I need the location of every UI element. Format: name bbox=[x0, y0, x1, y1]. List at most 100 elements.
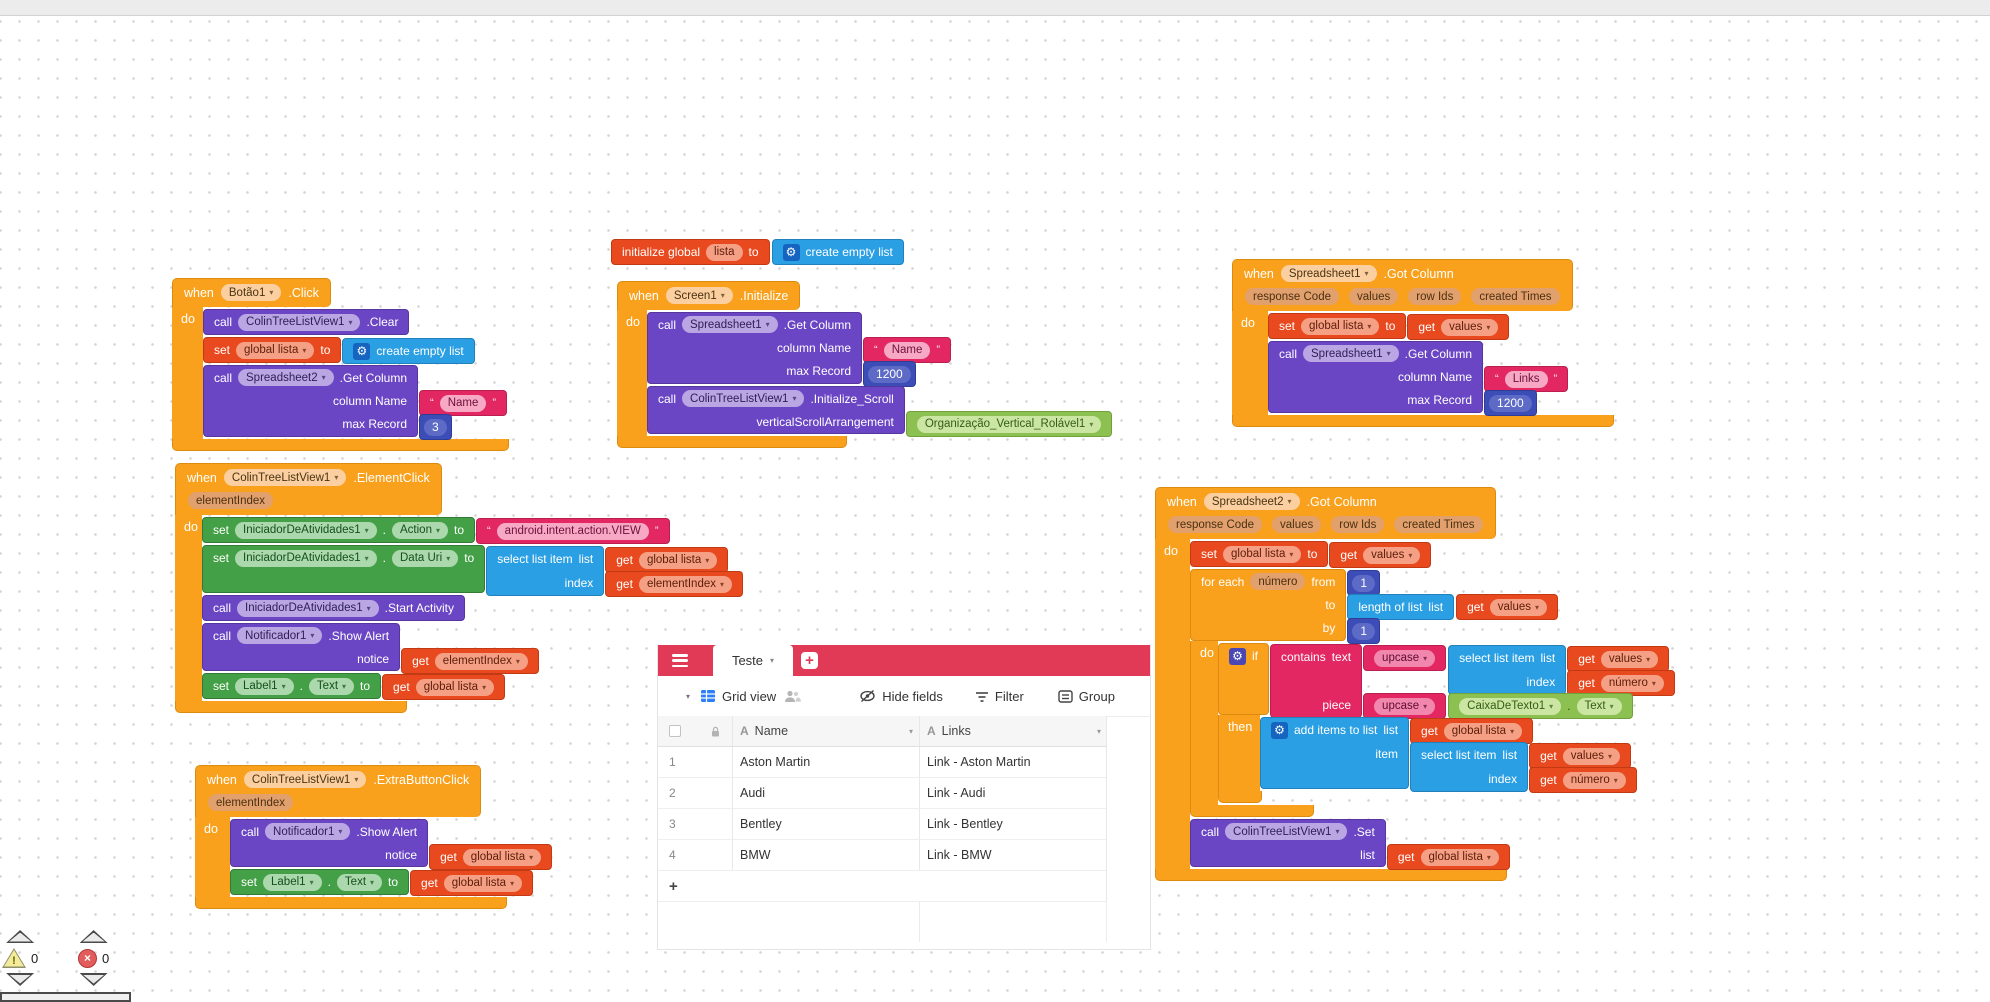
set-action-block[interactable]: set IniciadorDeAtividades1 ▾ . Action ▾ to… bbox=[202, 517, 670, 544]
get-global-lista-block[interactable]: get global lista ▾ bbox=[410, 870, 534, 896]
warnings-up-toggle[interactable] bbox=[6, 930, 35, 943]
variable-name-field[interactable]: lista bbox=[706, 243, 743, 261]
text-field[interactable]: Name bbox=[439, 394, 487, 412]
when-elementclick-block[interactable]: when ColinTreeListView1 ▾ .ElementClick e… bbox=[175, 463, 743, 713]
menu-hamburger-icon[interactable] bbox=[672, 654, 688, 667]
get-element-index-block[interactable]: get elementIndex ▾ bbox=[605, 571, 743, 597]
component-dropdown-spreadsheet2[interactable]: Spreadsheet2 ▾ bbox=[1203, 493, 1300, 510]
text-field[interactable]: Name bbox=[883, 341, 931, 359]
create-empty-list-block[interactable]: ⚙ create empty list bbox=[342, 338, 475, 364]
get-global-lista-block[interactable]: get global lista ▾ bbox=[382, 674, 506, 700]
length-of-list-block[interactable]: length of list list bbox=[1347, 594, 1455, 620]
component-dropdown-treeview[interactable]: ColinTreeListView1 ▾ bbox=[238, 313, 361, 331]
number-field[interactable]: 1200 bbox=[1489, 394, 1532, 412]
collaborators-button[interactable] bbox=[784, 689, 802, 703]
component-dropdown-botao1[interactable]: Botão1 ▾ bbox=[220, 284, 282, 301]
grid-view-button[interactable]: Grid view bbox=[700, 688, 776, 704]
variable-dropdown[interactable]: global lista ▾ bbox=[638, 551, 718, 569]
mutator-gear-icon[interactable]: ⚙ bbox=[1271, 721, 1288, 739]
when-screen1-initialize-block[interactable]: when Screen1 ▾ .Initialize do call Spread… bbox=[617, 281, 1113, 448]
text-field[interactable]: android.intent.action.VIEW bbox=[496, 522, 649, 540]
variable-dropdown[interactable]: values ▾ bbox=[1600, 650, 1659, 668]
number-block[interactable]: 1 bbox=[1347, 570, 1381, 596]
variable-dropdown[interactable]: values ▾ bbox=[1441, 318, 1499, 336]
filter-button[interactable]: Filter bbox=[975, 689, 1024, 704]
call-start-activity-block[interactable]: call IniciadorDeAtividades1 ▾ .Start Acti… bbox=[202, 595, 466, 621]
variable-dropdown[interactable]: values ▾ bbox=[1489, 598, 1548, 616]
event-param-row-ids[interactable]: row Ids bbox=[1408, 288, 1462, 305]
select-list-item-block[interactable]: select list item list index bbox=[1410, 742, 1637, 793]
views-chevron-icon[interactable]: ▾ bbox=[686, 691, 691, 701]
component-dropdown-notificador[interactable]: Notificador1 ▾ bbox=[237, 627, 323, 644]
add-items-to-list-block[interactable]: ⚙ add items to list list item bbox=[1260, 717, 1637, 793]
event-param-response-code[interactable]: response Code bbox=[1168, 516, 1262, 533]
number-field[interactable]: 3 bbox=[424, 418, 447, 436]
text-string-block[interactable]: “ Name ” bbox=[419, 390, 508, 416]
when-spreadsheet1-gotcolumn-block[interactable]: when Spreadsheet1 ▾ .Got Column response … bbox=[1232, 259, 1614, 427]
when-botao1-click-block[interactable]: when Botão1 ▾ .Click do call ColinTreeLis… bbox=[172, 278, 509, 451]
mutator-gear-icon[interactable]: ⚙ bbox=[353, 342, 371, 360]
get-global-lista-block[interactable]: get global lista ▾ bbox=[1386, 844, 1510, 870]
initialize-global-lista-block[interactable]: initialize global lista to ⚙ create empt… bbox=[611, 239, 904, 267]
component-dropdown-treeview[interactable]: ColinTreeListView1 ▾ bbox=[1225, 823, 1348, 840]
component-getter-organizacao[interactable]: Organização_Vertical_Rolável1 ▾ bbox=[905, 411, 1113, 437]
call-getcolumn-spreadsheet1-block[interactable]: call Spreadsheet1 ▾ .Get Column column Na… bbox=[1268, 341, 1569, 416]
variable-dropdown[interactable]: global lista ▾ bbox=[462, 848, 542, 866]
property-dropdown-data-uri[interactable]: Data Uri ▾ bbox=[392, 549, 459, 567]
component-dropdown-iniciador[interactable]: IniciadorDeAtividades1 ▾ bbox=[237, 599, 379, 617]
call-show-alert-block[interactable]: call Notificador1 ▾ .Show Alert notice ge… bbox=[230, 819, 553, 870]
number-field[interactable]: 1 bbox=[1352, 574, 1376, 592]
event-param-created-times[interactable]: created Times bbox=[1394, 516, 1483, 533]
get-element-index-block[interactable]: get elementIndex ▾ bbox=[401, 648, 539, 674]
text-field[interactable]: Links bbox=[1504, 370, 1548, 388]
property-dropdown-text[interactable]: Text ▾ bbox=[1576, 697, 1622, 715]
text-string-block[interactable]: “ android.intent.action.VIEW ” bbox=[476, 518, 670, 544]
set-global-lista-block[interactable]: set global lista ▾ to ⚙ create empty list bbox=[203, 337, 475, 364]
component-dropdown-organizacao[interactable]: Organização_Vertical_Rolável1 ▾ bbox=[916, 415, 1102, 433]
property-dropdown-text[interactable]: Text ▾ bbox=[336, 873, 383, 891]
variable-dropdown[interactable]: elementIndex ▾ bbox=[638, 575, 732, 593]
column-header-links[interactable]: A Links ▾ bbox=[919, 716, 1107, 746]
select-list-item-block[interactable]: select list item list index get global l… bbox=[486, 546, 743, 597]
component-dropdown-treeview[interactable]: ColinTreeListView1 ▾ bbox=[223, 469, 347, 486]
get-global-lista-block[interactable]: get global lista ▾ bbox=[429, 844, 553, 870]
get-global-lista-block[interactable]: get global lista ▾ bbox=[605, 547, 729, 573]
hide-fields-button[interactable]: Hide fields bbox=[859, 689, 943, 704]
variable-dropdown[interactable]: global lista ▾ bbox=[415, 678, 495, 696]
select-all-checkbox[interactable] bbox=[669, 725, 681, 737]
create-empty-list-block[interactable]: ⚙ create empty list bbox=[771, 239, 904, 265]
cell-link[interactable]: Link - Aston Martin bbox=[919, 747, 1107, 777]
variable-dropdown[interactable]: global lista ▾ bbox=[1443, 722, 1523, 740]
upcase-block[interactable]: upcase ▾ bbox=[1363, 645, 1447, 671]
variable-dropdown[interactable]: global lista ▾ bbox=[443, 874, 523, 892]
warnings-down-toggle[interactable] bbox=[6, 973, 35, 986]
set-data-uri-block[interactable]: set IniciadorDeAtividades1 ▾ . Data Uri ▾ … bbox=[202, 545, 743, 597]
component-dropdown-label1[interactable]: Label1 ▾ bbox=[263, 873, 322, 891]
if-block[interactable]: ⚙ if contains text bbox=[1218, 643, 1675, 803]
variable-dropdown[interactable]: número ▾ bbox=[1600, 674, 1664, 692]
upcase-dropdown[interactable]: upcase ▾ bbox=[1374, 649, 1436, 667]
text-string-block[interactable]: “ Links ” bbox=[1484, 366, 1569, 392]
set-global-lista-block[interactable]: set global lista ▾ to get values ▾ bbox=[1268, 313, 1510, 340]
cell-name[interactable]: Aston Martin bbox=[732, 747, 919, 777]
get-numero-block[interactable]: get número ▾ bbox=[1567, 670, 1675, 696]
get-global-lista-block[interactable]: get global lista ▾ bbox=[1410, 718, 1534, 744]
upcase-dropdown[interactable]: upcase ▾ bbox=[1374, 697, 1436, 715]
loop-variable-field[interactable]: número bbox=[1250, 573, 1306, 591]
call-getcolumn-spreadsheet1-block[interactable]: call Spreadsheet1 ▾ .Get Column column Na… bbox=[647, 312, 952, 387]
cell-name[interactable]: Bentley bbox=[732, 809, 919, 839]
add-table-button[interactable]: + bbox=[801, 652, 818, 669]
set-global-lista-block[interactable]: set global lista ▾ to get values ▾ bbox=[1190, 541, 1432, 568]
cell-name[interactable]: Audi bbox=[732, 778, 919, 808]
event-param-element-index[interactable]: elementIndex bbox=[208, 794, 294, 811]
event-param-values[interactable]: values bbox=[1349, 288, 1399, 305]
component-dropdown-notificador[interactable]: Notificador1 ▾ bbox=[265, 823, 351, 840]
variable-dropdown[interactable]: global lista ▾ bbox=[1301, 317, 1380, 335]
chevron-down-icon[interactable]: ▾ bbox=[770, 656, 775, 665]
for-each-block[interactable]: for each número from to by 1 bbox=[1190, 569, 1675, 817]
number-block[interactable]: 3 bbox=[419, 414, 452, 440]
component-dropdown-screen1[interactable]: Screen1 ▾ bbox=[665, 287, 733, 304]
get-values-block[interactable]: get values ▾ bbox=[1456, 594, 1559, 620]
cell-link[interactable]: Link - BMW bbox=[919, 840, 1107, 870]
cell-link[interactable]: Link - Bentley bbox=[919, 809, 1107, 839]
